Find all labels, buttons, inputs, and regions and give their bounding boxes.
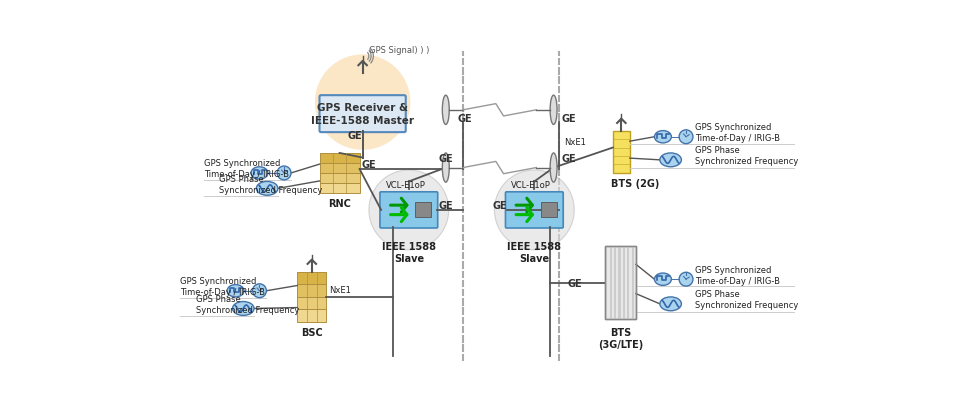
Ellipse shape: [654, 131, 672, 144]
Text: NxE1: NxE1: [330, 285, 352, 294]
Bar: [415, 203, 431, 218]
Bar: [606, 247, 636, 319]
Circle shape: [315, 55, 410, 151]
Circle shape: [369, 171, 449, 250]
Bar: [320, 164, 360, 173]
Text: IEEE 1588
Slave: IEEE 1588 Slave: [382, 241, 435, 263]
Text: IEEE 1588
Slave: IEEE 1588 Slave: [507, 241, 562, 263]
Bar: [320, 184, 360, 193]
Bar: [541, 203, 557, 218]
Bar: [618, 247, 620, 319]
Text: VCL-E1oP: VCL-E1oP: [386, 181, 426, 190]
FancyBboxPatch shape: [320, 96, 405, 133]
Text: GPS Phase
Synchronized Frequency: GPS Phase Synchronized Frequency: [195, 294, 299, 314]
Text: GPS Synchronized
Time-of-Day / IRIG-B: GPS Synchronized Time-of-Day / IRIG-B: [204, 159, 289, 179]
Bar: [614, 247, 616, 319]
Text: BSC: BSC: [301, 327, 323, 337]
Bar: [320, 153, 360, 164]
Text: GPS Signal) ) ): GPS Signal) ) ): [368, 46, 430, 55]
Text: GPS Receiver &
IEEE-1588 Master: GPS Receiver & IEEE-1588 Master: [311, 103, 414, 126]
Text: GE: GE: [561, 154, 576, 164]
Circle shape: [679, 130, 693, 144]
Bar: [606, 247, 636, 319]
Bar: [297, 297, 327, 309]
Text: GE: GE: [347, 130, 362, 140]
Ellipse shape: [550, 96, 557, 125]
Bar: [606, 247, 608, 319]
Text: BTS
(3G/LTE): BTS (3G/LTE): [598, 327, 643, 349]
Bar: [613, 131, 630, 173]
Text: GPS Synchronized
Time-of-Day / IRIG-B: GPS Synchronized Time-of-Day / IRIG-B: [695, 265, 781, 285]
Ellipse shape: [251, 167, 268, 180]
Text: GE: GE: [362, 159, 376, 169]
Text: RNC: RNC: [329, 199, 351, 209]
Circle shape: [277, 166, 291, 180]
Text: GPS Synchronized
Time-of-Day / IRIG-B: GPS Synchronized Time-of-Day / IRIG-B: [180, 276, 265, 297]
Bar: [297, 309, 327, 322]
FancyBboxPatch shape: [380, 192, 437, 229]
Ellipse shape: [654, 273, 672, 285]
Text: VCL-E1oP: VCL-E1oP: [511, 181, 551, 190]
Ellipse shape: [660, 153, 681, 167]
Bar: [609, 247, 611, 319]
Text: GPS Phase
Synchronized Frequency: GPS Phase Synchronized Frequency: [220, 174, 323, 194]
FancyBboxPatch shape: [505, 192, 563, 229]
Circle shape: [679, 273, 693, 286]
Text: NxE1: NxE1: [564, 137, 586, 146]
Text: GE: GE: [438, 154, 453, 164]
Ellipse shape: [442, 153, 449, 183]
Text: GE: GE: [493, 201, 507, 211]
Bar: [320, 173, 360, 184]
Circle shape: [495, 171, 574, 250]
Ellipse shape: [257, 182, 278, 196]
Text: GPS Phase
Synchronized Frequency: GPS Phase Synchronized Frequency: [695, 290, 799, 310]
Text: GPS Phase
Synchronized Frequency: GPS Phase Synchronized Frequency: [695, 146, 799, 166]
Ellipse shape: [232, 302, 254, 316]
Ellipse shape: [442, 96, 449, 125]
Ellipse shape: [227, 285, 244, 297]
Ellipse shape: [550, 153, 557, 183]
Text: GE: GE: [439, 201, 454, 211]
Text: GE: GE: [561, 114, 576, 124]
Bar: [297, 272, 327, 284]
Ellipse shape: [660, 297, 681, 311]
Bar: [297, 284, 327, 297]
Text: GPS Synchronized
Time-of-Day / IRIG-B: GPS Synchronized Time-of-Day / IRIG-B: [695, 123, 781, 143]
Bar: [623, 247, 625, 319]
Text: GE: GE: [568, 278, 582, 288]
Text: GE: GE: [458, 114, 472, 124]
Circle shape: [253, 284, 266, 298]
Bar: [627, 247, 630, 319]
Text: BTS (2G): BTS (2G): [611, 179, 660, 189]
Bar: [632, 247, 634, 319]
